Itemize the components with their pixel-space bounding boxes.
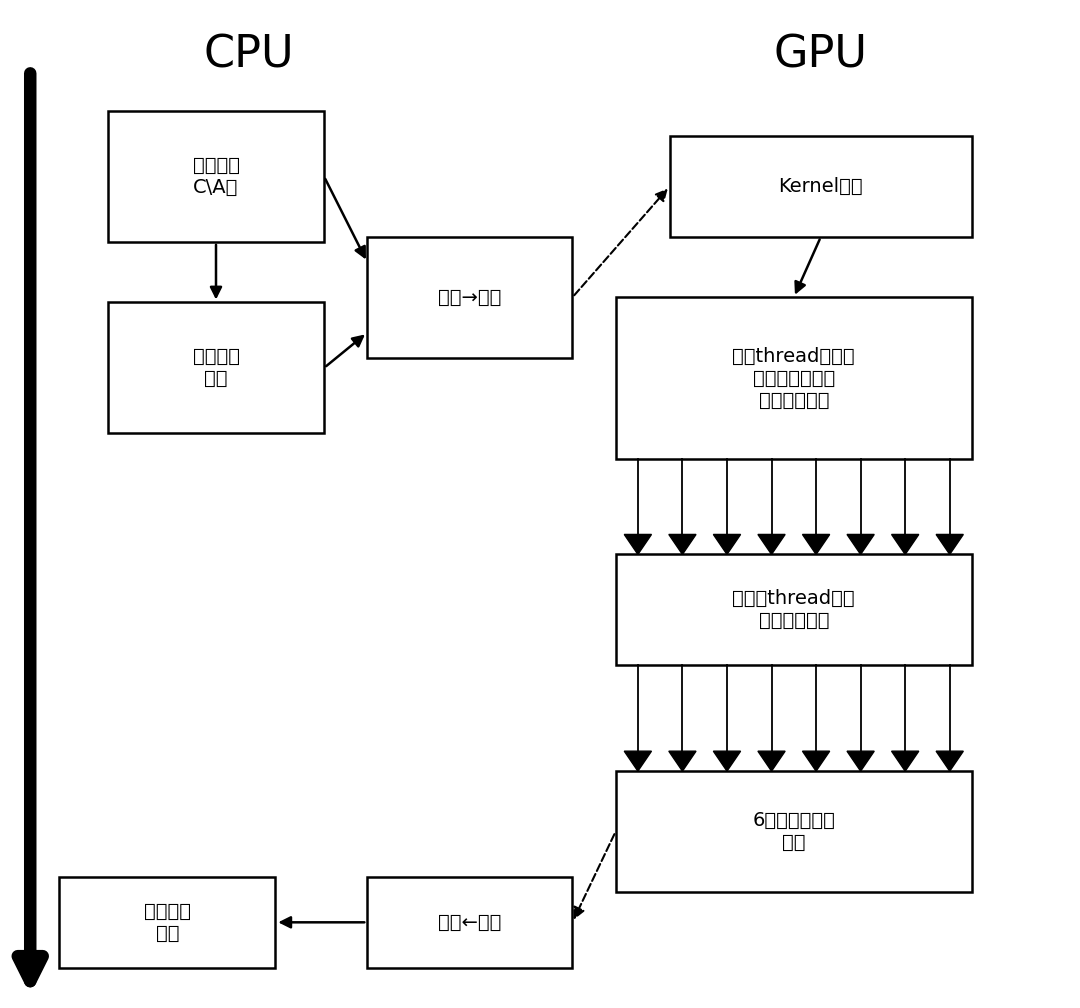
Polygon shape [714, 534, 741, 554]
Polygon shape [802, 751, 829, 771]
Text: 内存→显存: 内存→显存 [438, 288, 501, 306]
Polygon shape [847, 751, 874, 771]
Bar [616, 554, 972, 665]
Polygon shape [669, 534, 696, 554]
Bar [367, 237, 572, 358]
Polygon shape [624, 534, 651, 554]
Bar [367, 877, 572, 968]
Text: 载入计算
结果: 载入计算 结果 [144, 902, 191, 942]
Polygon shape [714, 751, 741, 771]
Polygon shape [802, 534, 829, 554]
Polygon shape [936, 534, 963, 554]
Text: 内存←显存: 内存←显存 [438, 913, 501, 931]
Text: Kernel计算: Kernel计算 [779, 177, 863, 196]
Text: 对每个thread中的
结果进行累加: 对每个thread中的 结果进行累加 [732, 590, 855, 630]
Polygon shape [892, 534, 919, 554]
Text: 载入卫星
数据: 载入卫星 数据 [192, 348, 240, 388]
Text: GPU: GPU [773, 34, 868, 77]
Text: 6个分量的积分
结果: 6个分量的积分 结果 [753, 811, 835, 852]
Bar [670, 136, 972, 237]
Polygon shape [847, 534, 874, 554]
Bar [616, 297, 972, 459]
Polygon shape [758, 534, 785, 554]
Polygon shape [758, 751, 785, 771]
Bar [59, 877, 275, 968]
Text: 载入卫星
C\A码: 载入卫星 C\A码 [192, 156, 240, 197]
Bar [108, 302, 324, 433]
Polygon shape [936, 751, 963, 771]
Text: 每个thread计算对
应点的正交和同
向的六个分量: 每个thread计算对 应点的正交和同 向的六个分量 [732, 347, 855, 409]
Text: CPU: CPU [203, 34, 294, 77]
Polygon shape [669, 751, 696, 771]
Bar [616, 771, 972, 892]
Bar [108, 111, 324, 242]
Polygon shape [624, 751, 651, 771]
Polygon shape [892, 751, 919, 771]
